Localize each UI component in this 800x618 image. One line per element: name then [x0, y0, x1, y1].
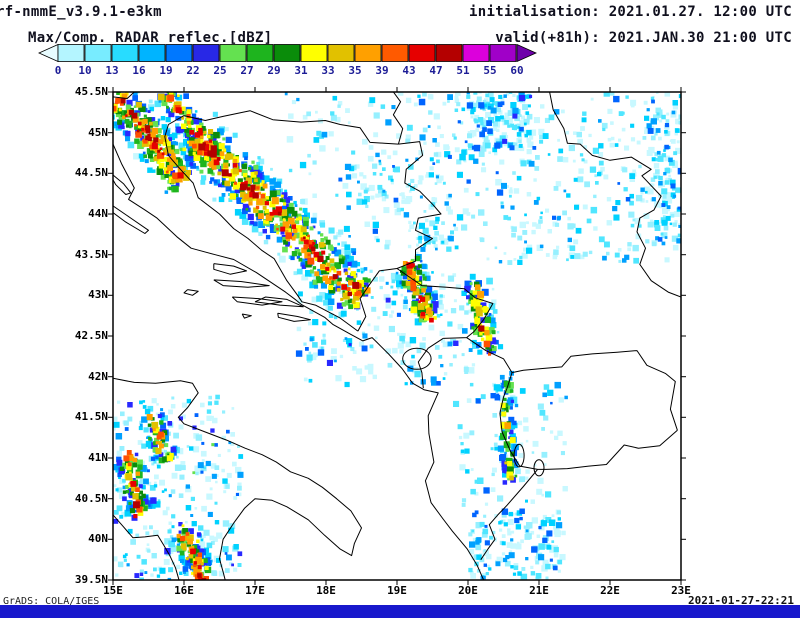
scale-tick-label: 55 — [483, 64, 497, 77]
lat-tick-label: 40N — [88, 532, 108, 546]
scale-tick-label: 0 — [54, 64, 62, 77]
radar-echo-layer — [113, 92, 681, 580]
lon-tick-label: 17E — [245, 584, 265, 597]
scale-segment — [435, 44, 463, 62]
lon-tick-label: 22E — [600, 584, 620, 597]
color-scale-bar — [38, 44, 537, 62]
creation-timestamp: 2021-01-27-22:21 — [688, 594, 794, 607]
scale-tick-label: 35 — [348, 64, 362, 77]
valid-label: valid(+81h): 2021.JAN.30 21:00 UTC — [495, 30, 792, 46]
scale-tick-label: 10 — [78, 64, 92, 77]
scale-tick-label: 16 — [132, 64, 146, 77]
color-scale — [38, 44, 538, 62]
scale-segment — [138, 44, 166, 62]
scale-tick-label: 27 — [240, 64, 254, 77]
coastline — [113, 174, 132, 195]
scale-segment — [489, 44, 517, 62]
lat-tick-label: 45.5N — [74, 85, 108, 98]
lat-tick-label: 44.5N — [74, 166, 108, 180]
lat-tick-label: 39.5N — [74, 573, 108, 586]
country-border — [511, 350, 678, 431]
country-border — [164, 110, 399, 332]
scale-tick-label: 19 — [159, 64, 173, 77]
scale-tick-label: 47 — [429, 64, 443, 77]
country-border — [357, 268, 398, 332]
country-border — [113, 92, 135, 99]
scale-segment — [408, 44, 436, 62]
scale-segment — [300, 44, 328, 62]
lat-tick-label: 44N — [88, 207, 108, 220]
scale-tick-label: 31 — [294, 64, 308, 77]
coastline — [213, 279, 270, 288]
scale-segment — [192, 44, 220, 62]
coastline — [254, 296, 304, 308]
lat-tick-label: 45N — [88, 125, 108, 139]
scale-tick-label: 22 — [186, 64, 200, 77]
coastline — [231, 296, 283, 306]
scale-tick-label: 39 — [375, 64, 389, 77]
coastline — [241, 313, 252, 319]
scale-segment — [327, 44, 355, 62]
country-border — [396, 268, 494, 339]
grads-credit: GrADS: COLA/IGES — [3, 596, 100, 607]
coastline — [113, 143, 485, 580]
scale-segment — [111, 44, 139, 62]
coastline — [113, 377, 362, 580]
lat-tick-label: 40.5N — [74, 491, 108, 505]
lon-tick-label: 23E — [671, 584, 691, 597]
scale-segment — [354, 44, 382, 62]
scale-tick-label: 29 — [267, 64, 281, 77]
coastline — [113, 514, 180, 580]
lon-tick-label: 21E — [529, 584, 549, 597]
scale-tick-label: 25 — [213, 64, 227, 77]
lake-outline — [533, 459, 545, 477]
lon-tick-label: 20E — [458, 584, 478, 597]
coastline — [213, 263, 247, 275]
product-title: Max/Comp. RADAR reflec.[dBZ] — [28, 30, 273, 46]
scale-segment — [219, 44, 247, 62]
scale-tick-label: 43 — [402, 64, 416, 77]
country-border — [549, 92, 681, 298]
scale-tick-label: 60 — [510, 64, 524, 77]
coastline — [277, 312, 311, 322]
lake-outline — [513, 443, 525, 468]
country-border — [417, 337, 444, 389]
model-title: rf-nmmE_v3.9.1-e3km — [0, 4, 162, 20]
scale-segment — [246, 44, 274, 62]
scale-segment — [165, 44, 193, 62]
footer-bar — [0, 605, 800, 618]
plot-frame — [112, 91, 682, 581]
lon-tick-label: 18E — [316, 584, 336, 597]
lat-tick-label: 43.5N — [74, 247, 108, 261]
scale-tick-label: 13 — [105, 64, 119, 77]
scale-segment — [273, 44, 301, 62]
lake-outline — [402, 347, 432, 370]
scale-tick-label: 51 — [456, 64, 470, 77]
lon-tick-label: 15E — [103, 584, 123, 597]
country-border — [480, 469, 538, 560]
country-border — [537, 429, 678, 470]
lon-tick-label: 19E — [387, 584, 407, 597]
coastline — [113, 205, 149, 234]
lon-tick-label: 16E — [174, 584, 194, 597]
country-border — [396, 141, 442, 269]
lat-tick-label: 41N — [88, 451, 108, 464]
lat-tick-label: 41.5N — [74, 410, 108, 424]
lat-tick-label: 42N — [88, 369, 108, 383]
country-border — [392, 92, 404, 145]
scale-arrow-right — [516, 44, 537, 62]
lat-tick-label: 42.5N — [74, 329, 108, 342]
scale-tick-label: 33 — [321, 64, 335, 77]
scale-segment — [84, 44, 112, 62]
scale-segment — [381, 44, 409, 62]
scale-segment — [57, 44, 85, 62]
coastline — [183, 289, 199, 296]
initialisation-label: initialisation: 2021.01.27. 12:00 UTC — [469, 4, 792, 20]
lat-tick-label: 43N — [88, 288, 108, 302]
scale-segment — [462, 44, 490, 62]
